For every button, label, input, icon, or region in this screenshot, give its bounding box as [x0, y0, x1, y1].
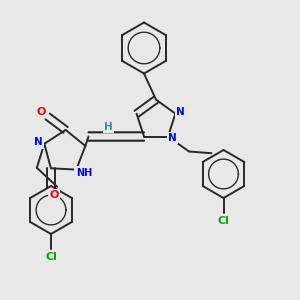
Text: Cl: Cl: [218, 215, 230, 226]
Text: O: O: [36, 107, 46, 117]
Text: H: H: [104, 122, 113, 132]
Text: O: O: [49, 190, 58, 200]
Text: Cl: Cl: [45, 251, 57, 262]
Text: N: N: [176, 107, 185, 117]
Text: N: N: [168, 133, 177, 143]
Text: NH: NH: [76, 168, 92, 178]
Text: N: N: [34, 137, 43, 147]
